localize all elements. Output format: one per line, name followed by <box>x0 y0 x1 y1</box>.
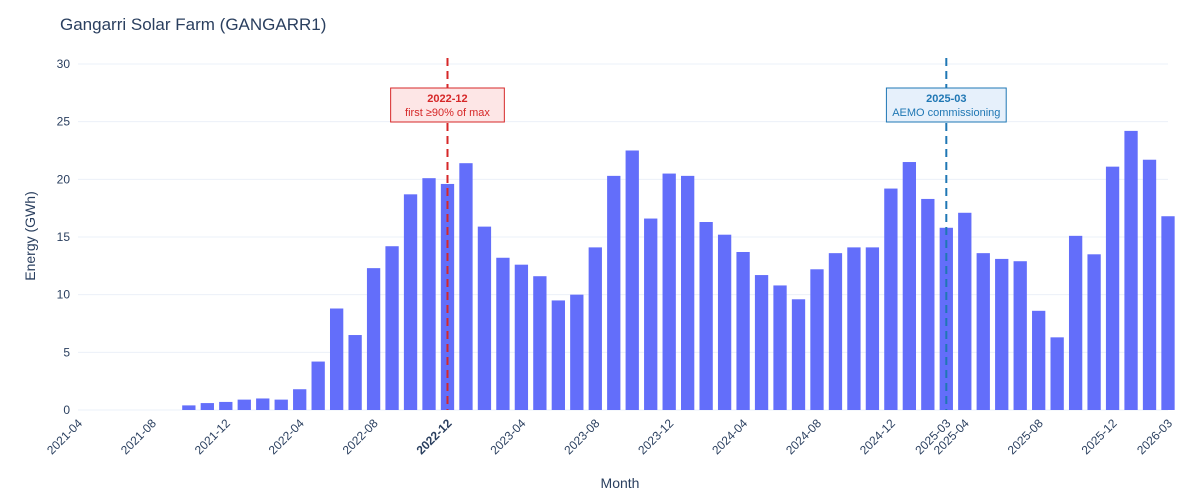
bar <box>699 222 713 410</box>
bar <box>329 308 344 410</box>
bar <box>681 175 695 410</box>
y-tick-label: 10 <box>57 288 71 302</box>
x-axis-title: Month <box>601 475 640 491</box>
x-tick-label: 2021-12 <box>192 416 233 457</box>
bar <box>533 276 547 410</box>
bar <box>182 405 196 410</box>
bar <box>1124 130 1138 411</box>
x-axis: 2021-04 2021-08 2021-12 2022-04 2022-08 2022-… <box>44 416 1175 457</box>
x-tick-label: 2025-08 <box>1005 416 1046 457</box>
bar <box>570 294 584 410</box>
bar <box>995 258 1009 410</box>
bar <box>366 268 381 410</box>
bar <box>403 194 418 410</box>
x-tick-label: 2024-12 <box>857 416 898 457</box>
bar <box>311 361 325 410</box>
bar <box>662 173 676 410</box>
x-tick-label: 2024-08 <box>783 416 824 457</box>
bars <box>182 130 1175 411</box>
bar <box>200 403 214 410</box>
bar <box>717 234 732 410</box>
bar <box>477 226 492 410</box>
bar <box>237 399 251 410</box>
bar <box>588 247 602 410</box>
bar <box>1068 235 1083 410</box>
bar <box>828 253 843 410</box>
bar <box>736 251 750 410</box>
x-tick-label: 2022-12 <box>414 416 455 457</box>
bar <box>348 335 362 410</box>
bar <box>921 198 935 410</box>
bar <box>810 269 824 410</box>
bar <box>1087 254 1101 410</box>
bar <box>958 212 972 410</box>
annotation-box <box>390 87 505 123</box>
bar <box>459 163 473 410</box>
bar <box>551 300 565 410</box>
bar <box>976 253 990 410</box>
x-tick-label: 2023-12 <box>635 416 676 457</box>
annotation-title: 2025-03 <box>926 93 966 105</box>
x-tick-label: 2025-12 <box>1079 416 1120 457</box>
bar <box>496 257 510 410</box>
y-tick-label: 15 <box>57 230 71 244</box>
y-axis: 0 5 10 15 20 25 30 <box>57 57 71 417</box>
bar <box>1142 159 1157 410</box>
x-tick-label: 2022-04 <box>266 416 307 457</box>
bar <box>884 188 898 410</box>
bar <box>773 285 787 410</box>
annotations: 2022-12 first ≥90% of max 2025-03 AEMO comm… <box>390 58 1007 410</box>
bar <box>644 218 658 410</box>
y-tick-label: 0 <box>63 403 70 417</box>
y-axis-title: Energy (GWh) <box>22 191 38 280</box>
chart-title: Gangarri Solar Farm (GANGARR1) <box>60 15 326 34</box>
x-tick-label: 2021-08 <box>118 416 159 457</box>
bar <box>625 150 639 410</box>
bar <box>274 399 288 410</box>
bar <box>293 389 307 410</box>
bar <box>791 299 806 410</box>
bar <box>1161 216 1175 410</box>
y-tick-label: 5 <box>63 345 70 359</box>
bar <box>865 247 880 410</box>
x-tick-label: 2024-04 <box>709 416 750 457</box>
y-tick-label: 20 <box>57 172 71 186</box>
y-tick-label: 30 <box>57 57 71 71</box>
x-tick-label: 2023-04 <box>487 416 528 457</box>
bar <box>1050 337 1064 410</box>
bar <box>1032 310 1046 410</box>
bar <box>1105 166 1120 410</box>
bar <box>422 178 436 410</box>
annotation-text: first ≥90% of max <box>405 107 490 119</box>
bar <box>1013 261 1027 410</box>
bar <box>256 398 270 410</box>
annotation-box <box>885 87 1007 123</box>
annotation-title: 2022-12 <box>427 93 467 105</box>
x-tick-label: 2021-04 <box>44 416 85 457</box>
y-tick-label: 25 <box>57 115 71 129</box>
bar <box>847 247 861 410</box>
bar <box>385 246 399 410</box>
bar <box>607 175 621 410</box>
x-tick-label: 2023-08 <box>561 416 602 457</box>
x-tick-label: 2022-08 <box>340 416 381 457</box>
bar <box>902 162 917 410</box>
x-tick-label: 2026-03 <box>1134 416 1175 457</box>
bar <box>754 275 769 410</box>
bar <box>219 401 233 410</box>
annotation-text: AEMO commissioning <box>892 107 1000 119</box>
bar <box>514 264 529 410</box>
